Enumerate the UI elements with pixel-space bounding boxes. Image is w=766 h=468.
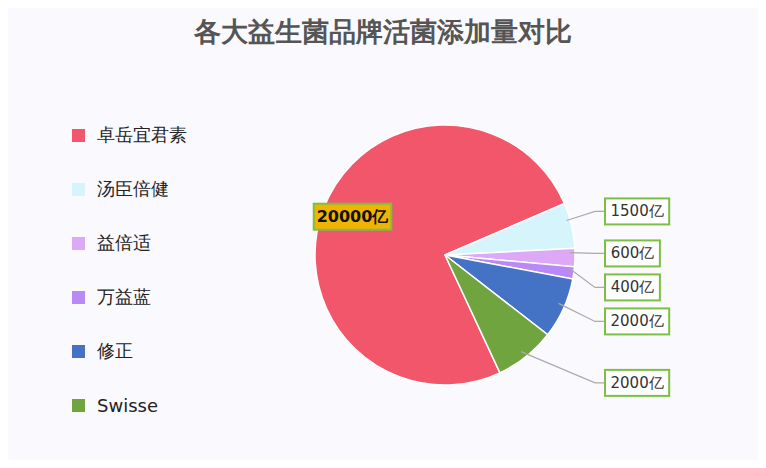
svg-text:2000亿: 2000亿 xyxy=(611,312,664,330)
html-text:汤臣倍健: 汤臣倍健 xyxy=(97,178,169,199)
html-text:万益蓝: 万益蓝 xyxy=(97,286,151,307)
html-text:卓岳宜君素: 卓岳宜君素 xyxy=(97,124,187,145)
svg-text:20000亿: 20000亿 xyxy=(317,207,390,226)
svg-text:1500亿: 1500亿 xyxy=(611,202,664,220)
html-text:Swisse: Swisse xyxy=(97,394,158,416)
html-text:修正: 修正 xyxy=(97,340,133,361)
svg-text:600亿: 600亿 xyxy=(611,244,655,262)
svg-text:2000亿: 2000亿 xyxy=(611,374,664,392)
svg-text:400亿: 400亿 xyxy=(611,278,655,296)
html-text:各大益生菌品牌活菌添加量对比: 各大益生菌品牌活菌添加量对比 xyxy=(194,16,572,47)
html-text:益倍适: 益倍适 xyxy=(97,232,151,253)
